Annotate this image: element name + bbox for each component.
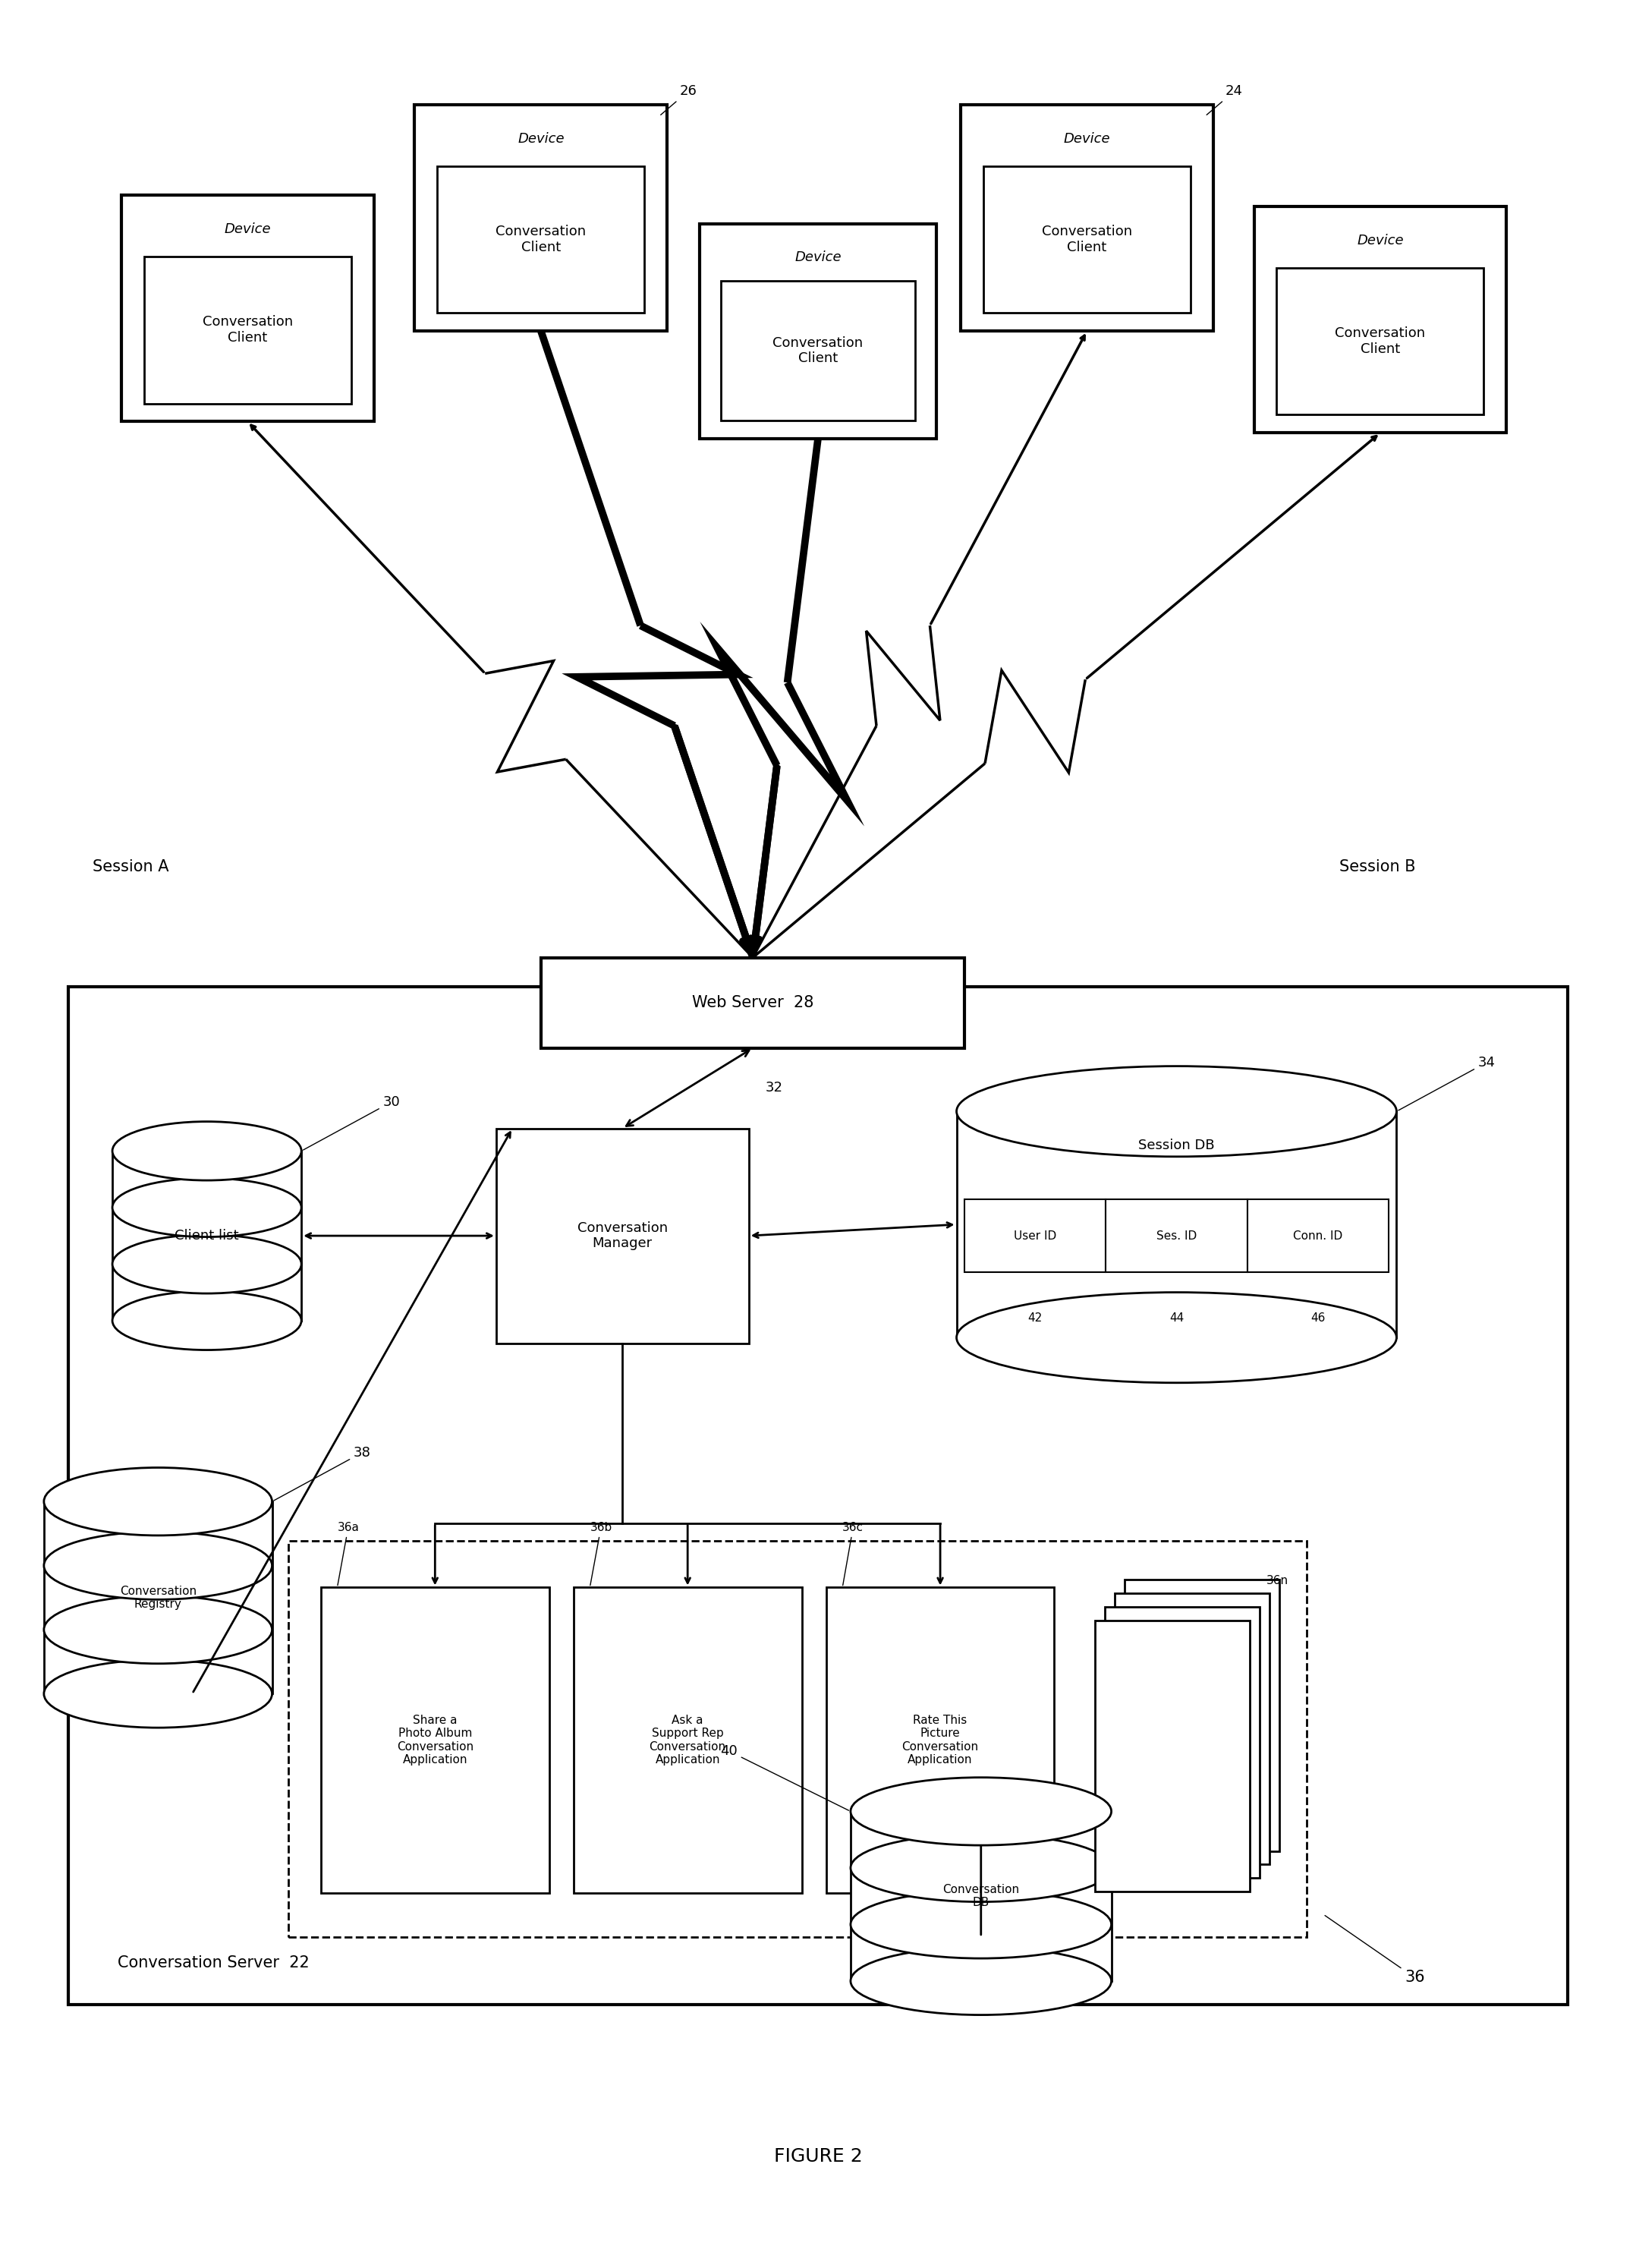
- Text: Conversation
DB: Conversation DB: [942, 1885, 1019, 1907]
- Text: Conversation
Registry: Conversation Registry: [119, 1585, 196, 1610]
- Text: Ses. ID: Ses. ID: [1157, 1229, 1196, 1241]
- FancyBboxPatch shape: [1114, 1592, 1270, 1864]
- FancyBboxPatch shape: [1276, 268, 1484, 415]
- Text: 36n: 36n: [1266, 1574, 1288, 1585]
- Text: User ID: User ID: [1014, 1229, 1057, 1241]
- Text: Device: Device: [795, 252, 841, 265]
- Text: 46: 46: [1310, 1313, 1325, 1325]
- Text: Share a
Photo Album
Conversation
Application: Share a Photo Album Conversation Applica…: [396, 1715, 473, 1765]
- FancyBboxPatch shape: [1253, 206, 1507, 433]
- FancyBboxPatch shape: [826, 1588, 1054, 1894]
- Text: Conversation
Client: Conversation Client: [772, 336, 864, 365]
- Text: Device: Device: [517, 132, 564, 145]
- Text: 36c: 36c: [843, 1522, 864, 1585]
- Ellipse shape: [113, 1177, 301, 1236]
- FancyBboxPatch shape: [1124, 1579, 1279, 1851]
- FancyBboxPatch shape: [321, 1588, 550, 1894]
- Text: Conversation
Client: Conversation Client: [496, 225, 586, 254]
- Text: 40: 40: [720, 1744, 849, 1810]
- FancyBboxPatch shape: [496, 1129, 749, 1343]
- FancyBboxPatch shape: [1106, 1200, 1247, 1272]
- Text: Conversation Server  22: Conversation Server 22: [118, 1955, 309, 1971]
- FancyBboxPatch shape: [965, 1200, 1106, 1272]
- Ellipse shape: [44, 1597, 272, 1665]
- FancyBboxPatch shape: [144, 256, 352, 404]
- Polygon shape: [113, 1150, 301, 1320]
- Polygon shape: [957, 1111, 1397, 1338]
- Text: 36b: 36b: [591, 1522, 612, 1585]
- FancyBboxPatch shape: [1094, 1619, 1250, 1892]
- Text: Device: Device: [1063, 132, 1111, 145]
- Text: 44: 44: [1170, 1313, 1184, 1325]
- Text: Rate This
Picture
Conversation
Application: Rate This Picture Conversation Applicati…: [901, 1715, 978, 1765]
- Ellipse shape: [957, 1293, 1397, 1383]
- Text: 30: 30: [303, 1095, 401, 1150]
- FancyBboxPatch shape: [542, 957, 965, 1048]
- Text: Ask a
Support Rep
Conversation
Application: Ask a Support Rep Conversation Applicati…: [649, 1715, 726, 1765]
- Text: Device: Device: [1356, 234, 1404, 247]
- Text: 36: 36: [1325, 1916, 1425, 1984]
- Text: 32: 32: [766, 1082, 782, 1095]
- Text: Web Server  28: Web Server 28: [692, 996, 813, 1012]
- FancyBboxPatch shape: [960, 104, 1214, 331]
- Ellipse shape: [113, 1290, 301, 1349]
- Text: Device: Device: [224, 222, 272, 236]
- Text: Session B: Session B: [1340, 860, 1415, 875]
- Ellipse shape: [113, 1234, 301, 1293]
- Text: 38: 38: [273, 1445, 371, 1501]
- Text: 42: 42: [1027, 1313, 1042, 1325]
- Ellipse shape: [851, 1946, 1111, 2014]
- Ellipse shape: [851, 1778, 1111, 1846]
- FancyBboxPatch shape: [69, 987, 1567, 2005]
- Ellipse shape: [851, 1835, 1111, 1903]
- FancyBboxPatch shape: [288, 1540, 1307, 1937]
- Polygon shape: [851, 1812, 1111, 1980]
- Text: 26: 26: [661, 84, 697, 116]
- Text: Conversation
Client: Conversation Client: [1042, 225, 1132, 254]
- FancyBboxPatch shape: [700, 225, 936, 438]
- Text: Client list: Client list: [175, 1229, 239, 1243]
- Ellipse shape: [44, 1531, 272, 1599]
- Text: FIGURE 2: FIGURE 2: [774, 2148, 862, 2166]
- Text: Conversation
Manager: Conversation Manager: [578, 1220, 667, 1250]
- Text: Conversation
Client: Conversation Client: [1335, 327, 1425, 356]
- Polygon shape: [44, 1501, 272, 1694]
- Ellipse shape: [851, 1892, 1111, 1957]
- FancyBboxPatch shape: [1104, 1606, 1260, 1878]
- Text: 34: 34: [1399, 1055, 1495, 1111]
- Ellipse shape: [44, 1467, 272, 1535]
- FancyBboxPatch shape: [574, 1588, 802, 1894]
- Ellipse shape: [113, 1123, 301, 1179]
- FancyBboxPatch shape: [983, 166, 1191, 313]
- Ellipse shape: [44, 1660, 272, 1728]
- Text: Conversation
Client: Conversation Client: [203, 315, 293, 345]
- FancyBboxPatch shape: [121, 195, 375, 422]
- Text: 36a: 36a: [337, 1522, 360, 1585]
- FancyBboxPatch shape: [721, 281, 915, 420]
- FancyBboxPatch shape: [414, 104, 667, 331]
- Text: Session A: Session A: [93, 860, 169, 875]
- Ellipse shape: [957, 1066, 1397, 1157]
- Text: 24: 24: [1207, 84, 1243, 116]
- FancyBboxPatch shape: [437, 166, 645, 313]
- FancyBboxPatch shape: [1247, 1200, 1389, 1272]
- Text: Conn. ID: Conn. ID: [1292, 1229, 1343, 1241]
- Text: Session DB: Session DB: [1139, 1139, 1214, 1152]
